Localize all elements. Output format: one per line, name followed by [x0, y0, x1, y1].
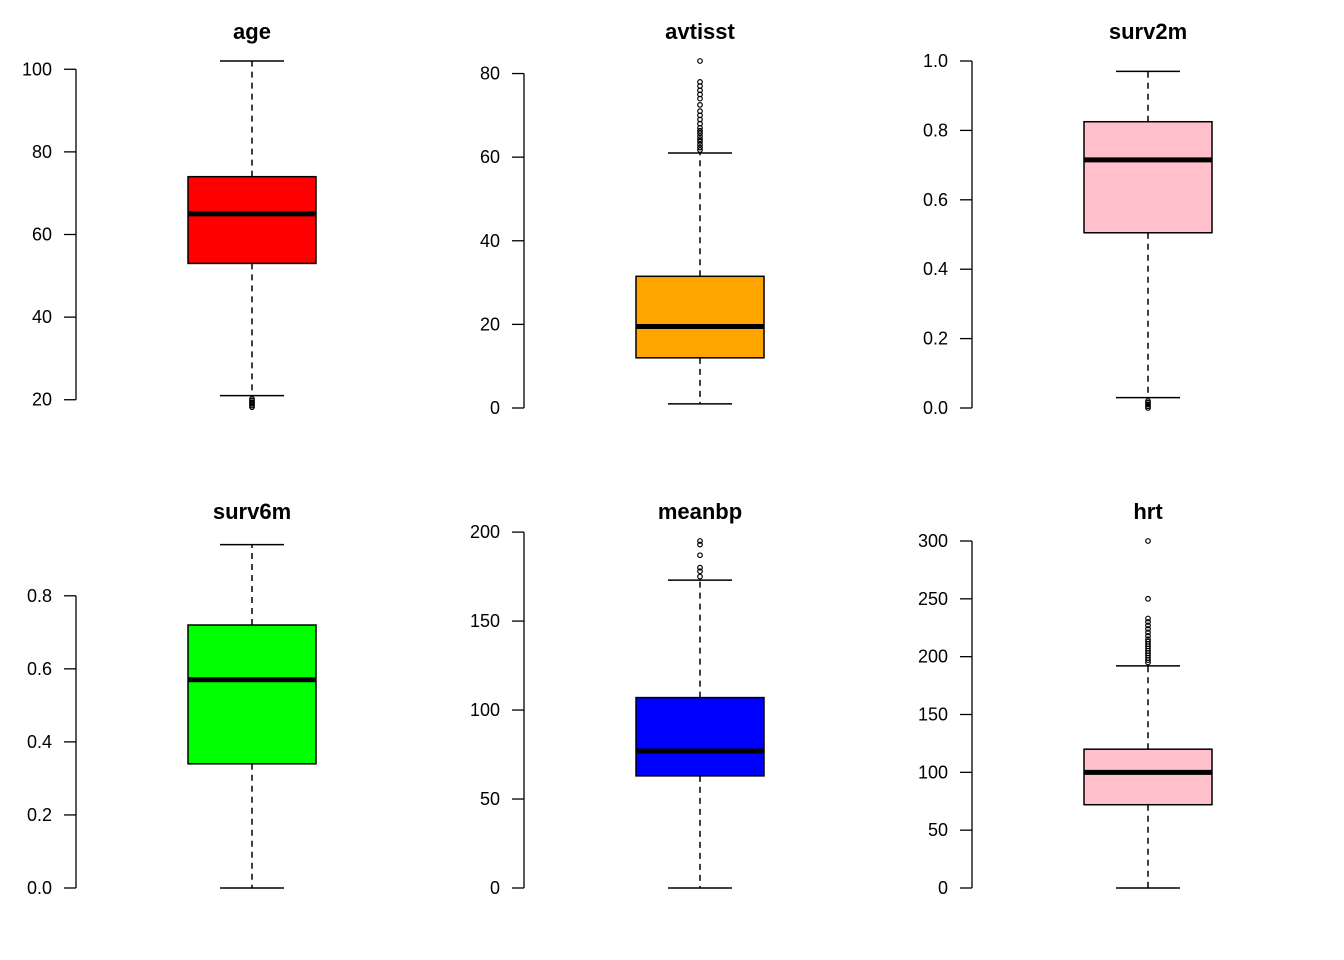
outlier-point [1145, 622, 1151, 629]
outlier-point [697, 147, 703, 153]
y-tick-label: 0.2 [923, 329, 948, 349]
y-tick-label: 50 [480, 789, 500, 809]
panel-title: surv6m [213, 499, 291, 524]
outlier-point [1145, 626, 1151, 632]
outlier-point [697, 141, 703, 148]
outlier-point [1145, 638, 1151, 645]
outlier-point [697, 136, 703, 143]
outlier-point [697, 127, 703, 134]
y-tick-label: 150 [470, 611, 500, 631]
y-tick-label: 0.6 [923, 190, 948, 210]
y-tick-label: 300 [918, 531, 948, 551]
outlier-point [697, 138, 703, 145]
y-tick-label: 40 [32, 307, 52, 327]
y-tick-label: 0.0 [27, 878, 52, 898]
outlier-point [697, 108, 703, 115]
y-tick-label: 60 [480, 147, 500, 167]
y-tick-label: 150 [918, 705, 948, 725]
y-tick-label: 80 [480, 64, 500, 84]
iqr-box [187, 624, 317, 765]
panel-avtisst: avtisst 0 20 40 60 80 [480, 19, 765, 418]
panel-hrt: hrt 0 50 100 150 200 250 300 [918, 499, 1213, 898]
panel-surv2m: surv2m 0.0 0.2 0.4 0.6 0.8 1.0 [923, 19, 1213, 418]
y-tick-label: 50 [928, 820, 948, 840]
outlier-point [249, 396, 255, 402]
outlier-point [697, 541, 703, 548]
outlier-point [1145, 632, 1151, 639]
outlier-point [697, 58, 703, 64]
outlier-point [697, 130, 703, 137]
outlier-point [697, 133, 703, 140]
y-tick-label: 0.2 [27, 805, 52, 825]
y-tick-label: 200 [470, 522, 500, 542]
outlier-point [697, 573, 703, 580]
y-tick-label: 40 [480, 231, 500, 251]
outlier-point [697, 144, 703, 151]
y-tick-label: 0.6 [27, 659, 52, 679]
y-tick-label: 1.0 [923, 51, 948, 71]
outlier-point [1145, 629, 1151, 636]
panel-title: avtisst [665, 19, 735, 44]
iqr-box [635, 696, 765, 777]
y-tick-label: 60 [32, 225, 52, 245]
outlier-point [1145, 398, 1151, 404]
y-tick-label: 100 [470, 700, 500, 720]
y-tick-label: 0.4 [923, 259, 948, 279]
outlier-point [697, 564, 703, 571]
y-tick-label: 0.4 [27, 732, 52, 752]
outlier-point [697, 101, 703, 108]
iqr-box [187, 175, 317, 265]
y-tick-label: 0.8 [923, 120, 948, 140]
iqr-box [635, 275, 765, 359]
y-tick-label: 0 [490, 398, 500, 418]
y-tick-label: 0.8 [27, 586, 52, 606]
outlier-point [1145, 619, 1151, 625]
panel-meanbp: meanbp 0 50 100 150 200 [470, 499, 765, 898]
y-tick-label: 100 [22, 59, 52, 79]
panel-title: age [233, 19, 271, 44]
panel-surv6m: surv6m 0.0 0.2 0.4 0.6 0.8 [27, 499, 317, 898]
y-tick-label: 20 [480, 314, 500, 334]
iqr-box [1083, 748, 1213, 806]
outlier-point [697, 568, 703, 575]
outlier-point [697, 538, 703, 544]
y-tick-label: 100 [918, 762, 948, 782]
outlier-point [1145, 615, 1151, 622]
y-tick-label: 80 [32, 142, 52, 162]
panel-title: surv2m [1109, 19, 1187, 44]
outlier-point [697, 552, 703, 559]
y-tick-label: 250 [918, 589, 948, 609]
y-tick-label: 0 [490, 878, 500, 898]
outlier-point [1145, 636, 1151, 643]
outlier-point [697, 79, 703, 85]
iqr-box [1083, 120, 1213, 234]
outlier-point [1145, 538, 1151, 544]
panel-title: meanbp [658, 499, 742, 524]
outlier-point [1145, 595, 1151, 602]
y-tick-label: 0.0 [923, 398, 948, 418]
y-tick-label: 200 [918, 647, 948, 667]
panel-title: hrt [1133, 499, 1163, 524]
y-tick-label: 0 [938, 878, 948, 898]
y-tick-label: 20 [32, 390, 52, 410]
panel-age: age 20 40 60 80 100 [22, 19, 317, 411]
